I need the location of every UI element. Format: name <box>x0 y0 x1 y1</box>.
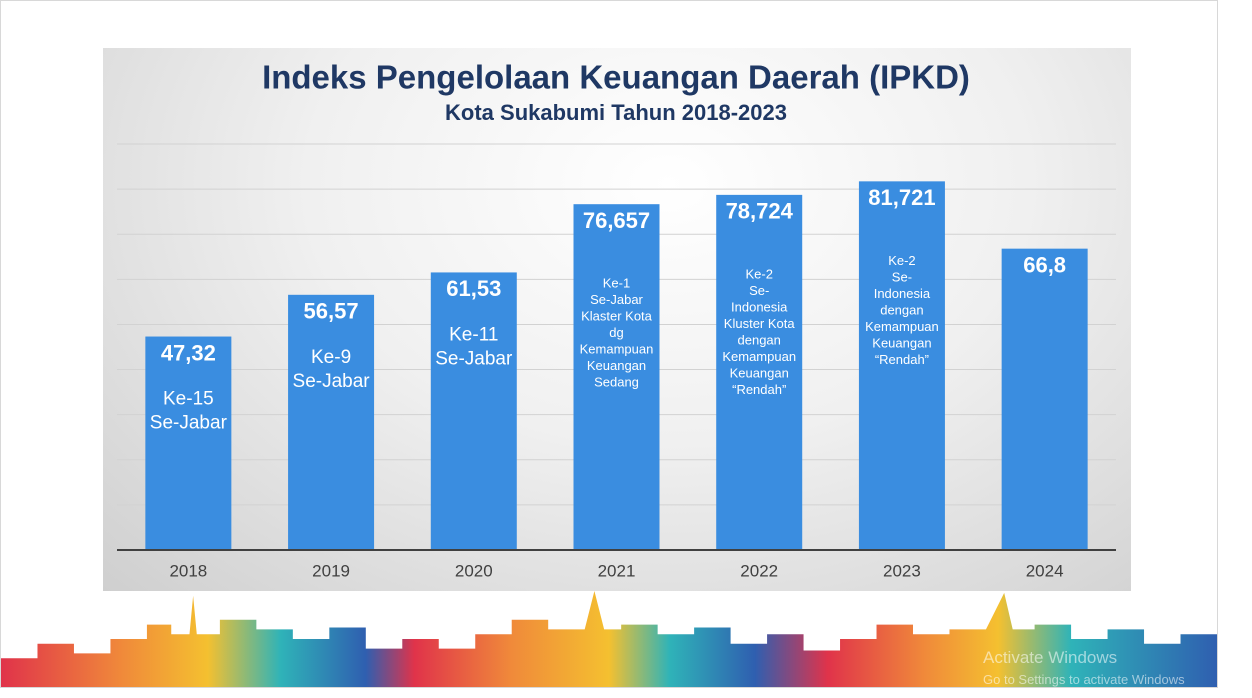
bar-annotation: Ke-15 <box>163 389 214 410</box>
bar-annotation: Keuangan <box>872 335 931 350</box>
value-label: 47,32 <box>161 340 216 365</box>
bar-annotation: Keuangan <box>730 365 789 380</box>
bar <box>430 272 517 550</box>
bar <box>288 294 375 550</box>
bar-annotation: Ke-2 <box>888 253 915 268</box>
value-label: 61,53 <box>446 276 501 301</box>
watermark-line: Go to Settings to activate Windows <box>983 672 1185 687</box>
bar-annotation: Indonesia <box>731 299 788 314</box>
value-label: 81,721 <box>868 185 935 210</box>
bar-annotation: Klaster Kota <box>581 309 653 324</box>
x-tick-label: 2019 <box>312 561 350 580</box>
x-tick-label: 2024 <box>1026 561 1064 580</box>
bar-annotation: Keuangan <box>587 358 646 373</box>
bar-annotation: Sedang <box>594 375 639 390</box>
bar-annotation: Ke-11 <box>449 324 498 345</box>
x-tick-label: 2022 <box>740 561 778 580</box>
bar <box>145 336 232 550</box>
watermark: Activate Windows Go to Settings to activ… <box>983 647 1185 687</box>
bar-annotation: Se- <box>892 269 912 284</box>
value-label: 78,724 <box>726 199 794 224</box>
bar-annotation: Se-Jabar <box>590 292 643 307</box>
x-tick-label: 2023 <box>883 561 921 580</box>
bar-annotation: Kemampuan <box>865 319 939 334</box>
bar-annotation: Se- <box>749 283 769 298</box>
bar-annotation: Se-Jabar <box>435 348 513 369</box>
value-label: 66,8 <box>1023 252 1066 277</box>
bar-annotation: Se-Jabar <box>293 371 371 392</box>
bar <box>573 204 660 550</box>
bar-annotation: Kemampuan <box>580 342 654 357</box>
bar-annotation: Ke-2 <box>745 266 772 281</box>
watermark-line: Activate Windows <box>983 648 1118 667</box>
bar <box>716 194 803 550</box>
value-label: 76,657 <box>583 208 650 233</box>
chart-title: Indeks Pengelolaan Keuangan Daerah (IPKD… <box>262 59 970 96</box>
x-tick-label: 2020 <box>455 561 493 580</box>
bar-annotation: “Rendah” <box>875 352 929 367</box>
slide: Indeks Pengelolaan Keuangan Daerah (IPKD… <box>0 0 1218 688</box>
bar-annotation: Ke-1 <box>603 276 630 291</box>
bar-annotation: “Rendah” <box>732 382 786 397</box>
bar-annotation: dengan <box>738 332 781 347</box>
bar <box>1001 248 1088 550</box>
bar-annotation: Indonesia <box>874 286 931 301</box>
chart: Indeks Pengelolaan Keuangan Daerah (IPKD… <box>117 59 1116 580</box>
bar-annotation: Kemampuan <box>722 349 796 364</box>
bar <box>858 181 945 551</box>
chart-subtitle: Kota Sukabumi Tahun 2018-2023 <box>445 100 787 125</box>
bar-annotation: dengan <box>880 302 923 317</box>
bar-annotation: dg <box>609 325 623 340</box>
value-label: 56,57 <box>304 299 359 324</box>
x-tick-label: 2021 <box>598 561 636 580</box>
bar-annotation: Ke-9 <box>311 347 351 368</box>
bar-annotation: Se-Jabar <box>150 413 228 434</box>
x-tick-label: 2018 <box>169 561 207 580</box>
bar-annotation: Kluster Kota <box>724 316 796 331</box>
